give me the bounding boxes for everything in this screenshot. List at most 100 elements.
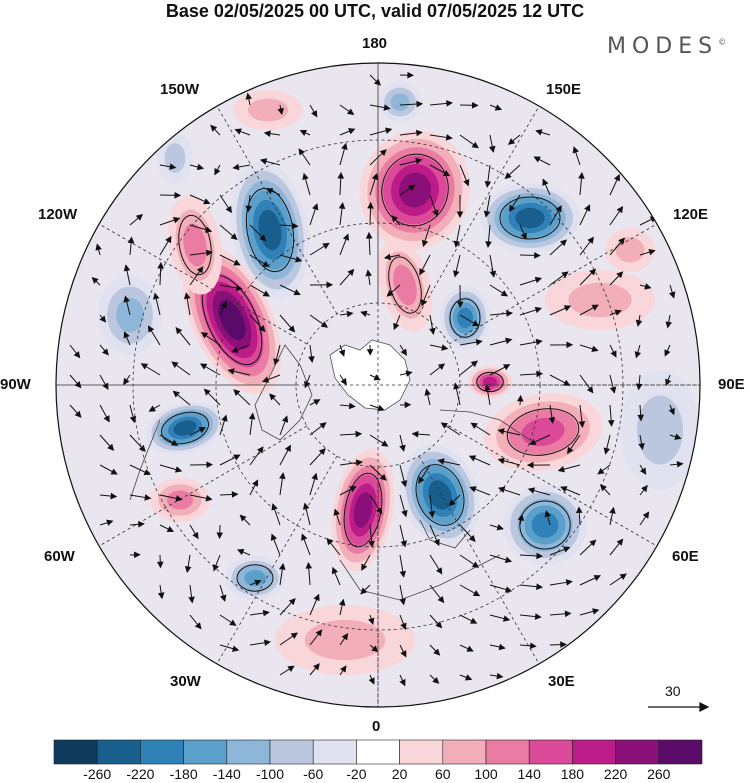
wind-vector-head	[386, 289, 394, 297]
height-contour-line	[236, 564, 274, 592]
wind-vector-head	[644, 283, 652, 290]
map-boundary	[55, 62, 701, 708]
wind-vector-head	[171, 361, 179, 369]
wind-vector-head	[231, 491, 239, 498]
wind-vector-head	[536, 370, 544, 378]
wind-vector-head	[517, 513, 525, 521]
wind-vector-head	[220, 301, 227, 309]
height-contour-line	[160, 411, 210, 445]
lon-label-90e: 90E	[718, 376, 745, 393]
wind-vector-head	[504, 556, 513, 563]
wind-vector-head	[311, 110, 318, 118]
wind-vector-head	[416, 100, 424, 108]
wind-vector-head	[138, 444, 146, 452]
wind-vector-head	[203, 198, 211, 205]
wind-vector-head	[618, 237, 625, 245]
wind-vector-head	[175, 326, 183, 335]
wind-vector-head	[494, 104, 503, 111]
wind-vector-head	[235, 284, 243, 292]
wind-vector-head	[575, 506, 583, 514]
anomaly-contour	[398, 172, 432, 208]
wind-vector-head	[333, 508, 340, 516]
wind-vector-head	[338, 202, 346, 210]
meridian-line	[92, 425, 308, 551]
wind-vector-head	[74, 410, 82, 418]
wind-vector-head	[616, 205, 624, 214]
wind-vector-head	[452, 270, 460, 278]
wind-vector-head	[507, 138, 516, 145]
wind-vector-head	[421, 239, 429, 248]
wind-vector-head	[204, 226, 213, 233]
wind-vector-head	[234, 128, 242, 135]
wind-vector-head	[609, 506, 616, 514]
wind-vector-head	[536, 583, 543, 590]
wind-vector-head	[99, 315, 107, 323]
wind-vector-head	[557, 466, 565, 473]
wind-vector-head	[355, 430, 363, 438]
wind-vector-head	[379, 149, 387, 157]
wind-vector-head	[498, 486, 506, 493]
wind-vector-head	[559, 239, 568, 247]
colorbar-tick-label: -60	[303, 766, 324, 782]
wind-vector-head	[279, 472, 286, 480]
wind-vector-head	[471, 101, 479, 109]
wind-vector-head	[227, 368, 235, 375]
wind-vector-head	[592, 608, 600, 615]
wind-vector-head	[172, 390, 180, 398]
wind-vector-head	[665, 378, 672, 386]
wind-vector-head	[377, 404, 385, 412]
wind-vector-head	[616, 538, 624, 546]
wind-vector-head	[271, 503, 278, 511]
anomaly-contour	[515, 207, 545, 229]
wind-vector-head	[484, 180, 492, 188]
wind-vector-head	[648, 249, 656, 256]
wind-vector-head	[301, 533, 308, 541]
anomaly-contour	[568, 282, 632, 318]
wind-vector-head	[424, 388, 431, 396]
colorbar-tick-label: -20	[346, 766, 367, 782]
wind-vector-head	[245, 205, 253, 213]
wind-vector-head	[399, 678, 406, 687]
wind-vector-head	[609, 386, 617, 394]
wind-vector-head	[205, 495, 213, 502]
wind-vector-head	[102, 348, 109, 356]
lon-label-60w: 60W	[44, 548, 75, 565]
anomaly-contour	[390, 93, 410, 111]
wind-vector-head	[619, 573, 627, 581]
wind-vector-head	[536, 552, 544, 560]
wind-vector-head	[565, 579, 573, 586]
wind-vector-head	[172, 217, 181, 224]
wind-vector-head	[603, 447, 611, 455]
colorbar-swatch	[615, 739, 660, 765]
wind-vector-head	[635, 319, 643, 327]
wind-vector-head	[144, 494, 152, 501]
wind-vector-head	[468, 534, 476, 542]
wind-vector-head	[367, 201, 374, 209]
colorbar-tick-label: 60	[435, 766, 451, 782]
wind-vector-head	[448, 499, 456, 507]
wind-vector-head	[563, 546, 571, 553]
height-contour-line	[381, 153, 449, 227]
wind-vector-head	[641, 484, 648, 493]
wind-vector-head	[385, 127, 393, 134]
colorbar-swatch	[485, 739, 530, 765]
wind-vector-head	[347, 108, 355, 116]
wind-reference-arrow	[648, 702, 710, 712]
wind-vector-head	[472, 590, 481, 597]
wind-vector-head	[578, 421, 586, 428]
lon-label-120w: 120W	[38, 206, 78, 223]
wind-vector-head	[466, 645, 474, 652]
wind-vector-head	[349, 486, 357, 493]
wind-vector-head	[391, 215, 399, 223]
wind-vector-head	[484, 384, 491, 392]
wind-vector-head	[360, 310, 368, 317]
wind-vector-head	[445, 134, 453, 141]
wind-vector-head	[433, 538, 440, 547]
colorbar-swatch	[183, 739, 228, 765]
wind-vector-head	[463, 179, 470, 187]
anomaly-contour	[173, 420, 197, 436]
wind-vector-head	[497, 457, 505, 465]
wind-vector-head	[676, 460, 684, 468]
wind-vector-head	[233, 259, 241, 266]
height-contour-line	[388, 256, 422, 314]
